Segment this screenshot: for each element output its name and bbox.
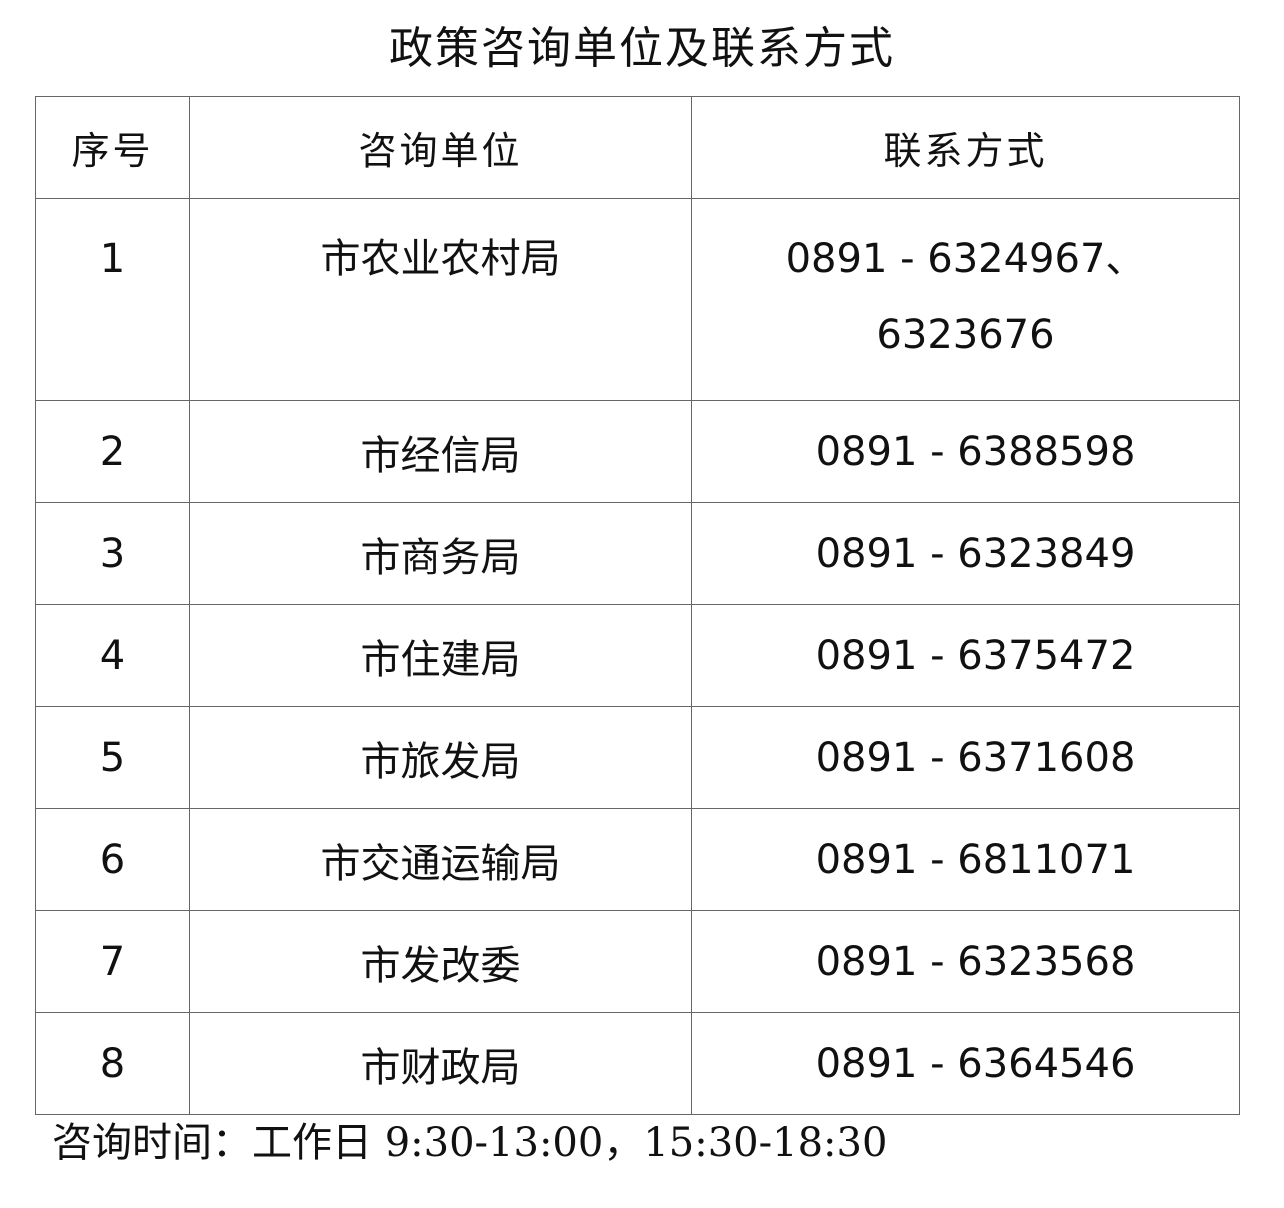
row-unit: 市财政局 [189,1012,692,1115]
row-unit: 市商务局 [189,502,692,605]
phone-line-1: 0891 - 6324967、 [785,236,1146,282]
row-phone: 0891 - 6371608 [691,706,1240,809]
row-unit: 市住建局 [189,604,692,707]
row-no: 4 [35,604,190,707]
row-no: 3 [35,502,190,605]
table-row: 5 市旅发局 0891 - 6371608 [35,706,1240,809]
row-no: 7 [35,910,190,1013]
row-no: 6 [35,808,190,911]
row-phone: 0891 - 6811071 [691,808,1240,911]
table-row: 6 市交通运输局 0891 - 6811071 [35,808,1240,911]
table-row: 3 市商务局 0891 - 6323849 [35,502,1240,605]
contact-table: 序号 咨询单位 联系方式 1 市农业农村局 0891 - 6324967、 63… [35,96,1240,1115]
row-no: 1 [35,198,190,401]
table-row: 4 市住建局 0891 - 6375472 [35,604,1240,707]
consultation-hours: 咨询时间：工作日 9:30-13:00，15:30-18:30 [52,1120,888,1166]
page-title: 政策咨询单位及联系方式 [389,23,895,74]
table-row: 8 市财政局 0891 - 6364546 [35,1012,1240,1115]
row-phone: 0891 - 6324967、 6323676 [691,198,1240,401]
row-phone: 0891 - 6323568 [691,910,1240,1013]
row-unit: 市交通运输局 [189,808,692,911]
header-contact: 联系方式 [691,96,1240,199]
header-no: 序号 [35,96,190,199]
phone-line-2: 6323676 [876,312,1055,358]
row-phone: 0891 - 6364546 [691,1012,1240,1115]
table-row: 2 市经信局 0891 - 6388598 [35,400,1240,503]
row-phone: 0891 - 6375472 [691,604,1240,707]
table-row: 1 市农业农村局 0891 - 6324967、 6323676 [35,198,1240,401]
row-unit: 市农业农村局 [189,198,692,401]
row-no: 8 [35,1012,190,1115]
row-no: 5 [35,706,190,809]
row-no: 2 [35,400,190,503]
row-unit: 市经信局 [189,400,692,503]
row-unit: 市发改委 [189,910,692,1013]
row-phone: 0891 - 6388598 [691,400,1240,503]
header-unit: 咨询单位 [189,96,692,199]
row-unit: 市旅发局 [189,706,692,809]
row-phone: 0891 - 6323849 [691,502,1240,605]
table-header-row: 序号 咨询单位 联系方式 [35,96,1240,199]
table-row: 7 市发改委 0891 - 6323568 [35,910,1240,1013]
